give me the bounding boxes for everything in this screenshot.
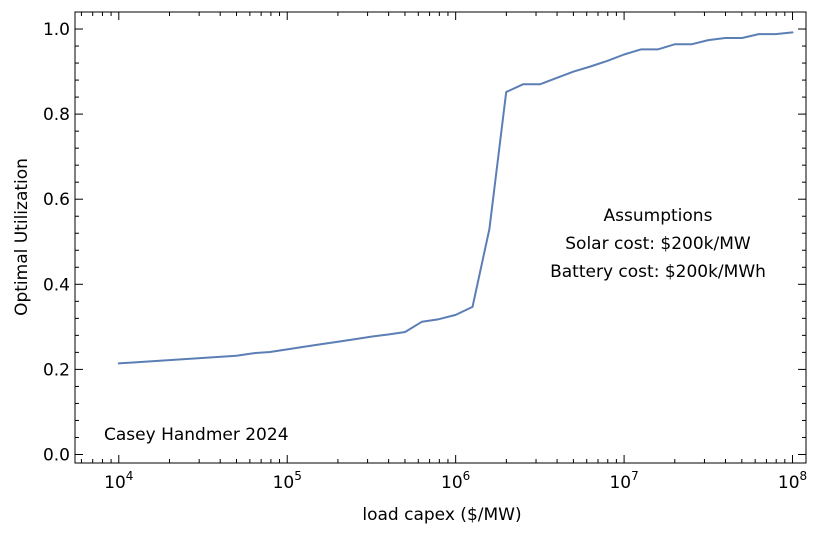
y-tick-label: 0.0: [43, 445, 70, 465]
solar-cost-note: Solar cost: $200k/MW: [565, 234, 751, 254]
major-ticks: [75, 12, 806, 463]
x-tick-label: 107: [609, 469, 638, 493]
x-tick-label: 105: [273, 469, 302, 493]
x-axis-title: load capex ($/MW): [362, 505, 521, 525]
y-tick-label: 1.0: [43, 20, 70, 40]
battery-cost-note: Battery cost: $200k/MWh: [550, 262, 766, 282]
x-tick-label: 104: [104, 469, 133, 493]
x-tick-label: 106: [441, 469, 470, 493]
x-tick-labels: 104 105 106 107 108: [104, 469, 807, 493]
y-tick-label: 0.2: [43, 360, 70, 380]
plot-frame: [74, 11, 807, 464]
y-axis-title: Optimal Utilization: [12, 158, 32, 316]
y-tick-label: 0.8: [43, 105, 70, 125]
minor-ticks: [75, 11, 806, 463]
x-tick-label: 108: [778, 469, 807, 493]
y-tick-label: 0.6: [43, 190, 70, 210]
assumptions-title: Assumptions: [604, 206, 713, 226]
series-line-optimal-utilization: [117, 31, 794, 365]
series-layer: [117, 31, 794, 365]
author-credit: Casey Handmer 2024: [104, 425, 289, 445]
y-tick-label: 0.4: [43, 275, 70, 295]
y-tick-labels: 0.0 0.2 0.4 0.6 0.8 1.0: [43, 20, 70, 465]
